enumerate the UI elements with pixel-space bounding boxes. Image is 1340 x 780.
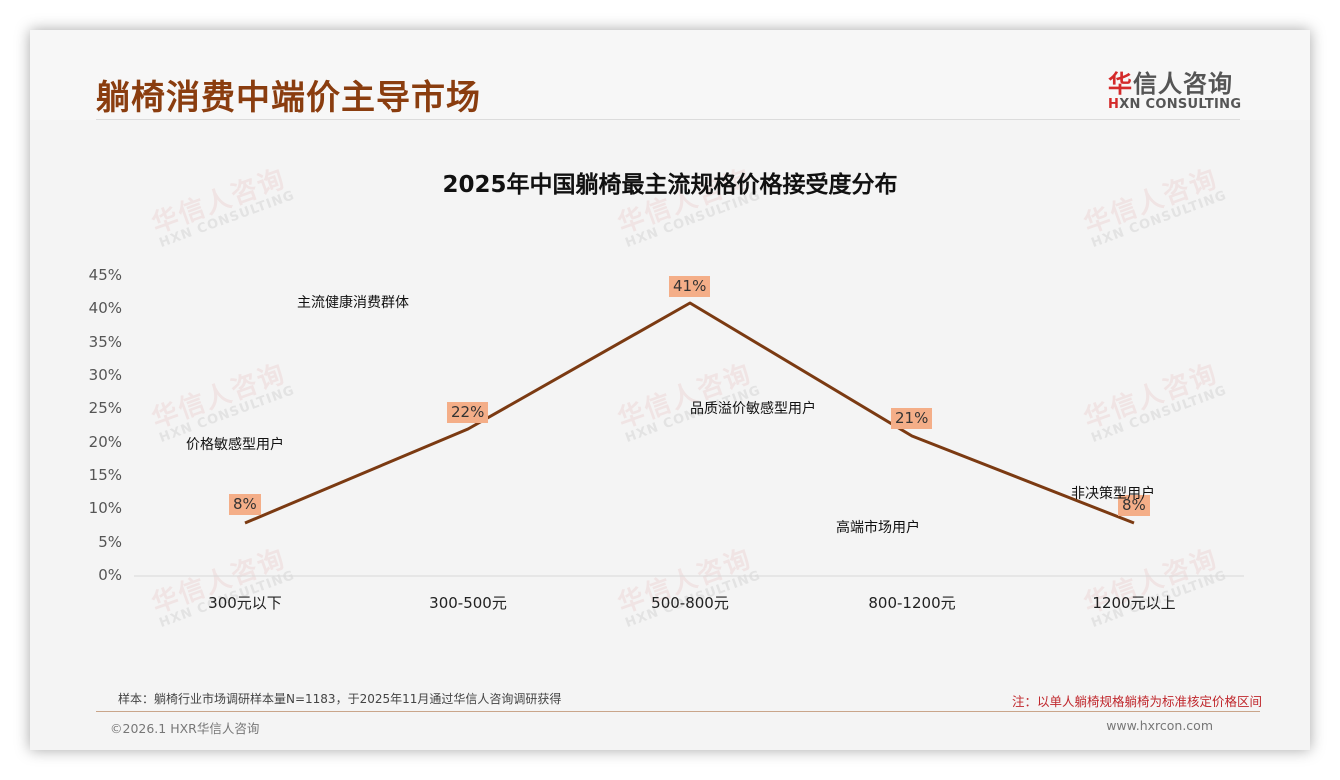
- chart-title: 2025年中国躺椅最主流规格价格接受度分布: [442, 172, 898, 198]
- y-tick: 25%: [88, 399, 122, 417]
- logo-en-text: XN CONSULTING: [1119, 97, 1242, 112]
- annotation-mainstream: 主流健康消费群体: [297, 295, 409, 311]
- x-tick: 300元以下: [208, 594, 282, 612]
- x-tick: 500-800元: [651, 594, 729, 612]
- slide: 躺椅消费中端价主导市场 华信人咨询 HXN CONSULTING 华信人咨询 HX…: [30, 30, 1310, 750]
- header-divider: [96, 119, 1240, 120]
- data-label: 41%: [669, 276, 711, 297]
- annotation-non-decision: 非决策型用户: [1071, 486, 1155, 502]
- annotation-quality-premium: 品质溢价敏感型用户: [690, 401, 816, 417]
- copyright: ©2026.1 HXR华信人咨询: [110, 721, 260, 736]
- y-tick: 35%: [88, 333, 122, 351]
- y-tick: 30%: [88, 366, 122, 384]
- data-label: 21%: [891, 408, 933, 429]
- logo-cn: 华信人咨询: [1108, 64, 1248, 99]
- data-label: 22%: [447, 402, 489, 423]
- price-range-note: 注：以单人躺椅规格躺椅为标准核定价格区间: [1011, 694, 1262, 709]
- y-tick: 5%: [98, 533, 122, 551]
- brand-logo: 华信人咨询 HXN CONSULTING: [1108, 64, 1248, 112]
- page-title: 躺椅消费中端价主导市场: [96, 78, 481, 118]
- y-tick: 45%: [88, 266, 122, 284]
- x-tick: 800-1200元: [868, 594, 956, 612]
- annotation-price-sensitive: 价格敏感型用户: [186, 437, 284, 453]
- y-tick: 40%: [88, 299, 122, 317]
- annotation-high-end: 高端市场用户: [836, 520, 920, 536]
- y-tick: 20%: [88, 433, 122, 451]
- y-tick: 15%: [88, 466, 122, 484]
- logo-accent: 华: [1108, 70, 1133, 98]
- data-label: 8%: [229, 494, 261, 515]
- header-band: [30, 30, 1310, 120]
- logo-en-accent: H: [1108, 97, 1120, 112]
- x-tick: 1200元以上: [1092, 594, 1176, 612]
- line-chart: [134, 301, 1244, 577]
- footer-divider: [96, 711, 1260, 712]
- y-tick: 0%: [98, 566, 122, 584]
- x-tick: 300-500元: [429, 594, 507, 612]
- website-link[interactable]: www.hxrcon.com: [1106, 718, 1213, 733]
- y-tick: 10%: [88, 499, 122, 517]
- data-line: [244, 301, 1135, 525]
- data-label: 8%: [1118, 495, 1150, 516]
- logo-en: HXN CONSULTING: [1108, 97, 1248, 112]
- sample-note: 样本：躺椅行业市场调研样本量N=1183，于2025年11月通过华信人咨询调研获…: [118, 692, 562, 706]
- logo-cn-text: 信人咨询: [1133, 70, 1233, 98]
